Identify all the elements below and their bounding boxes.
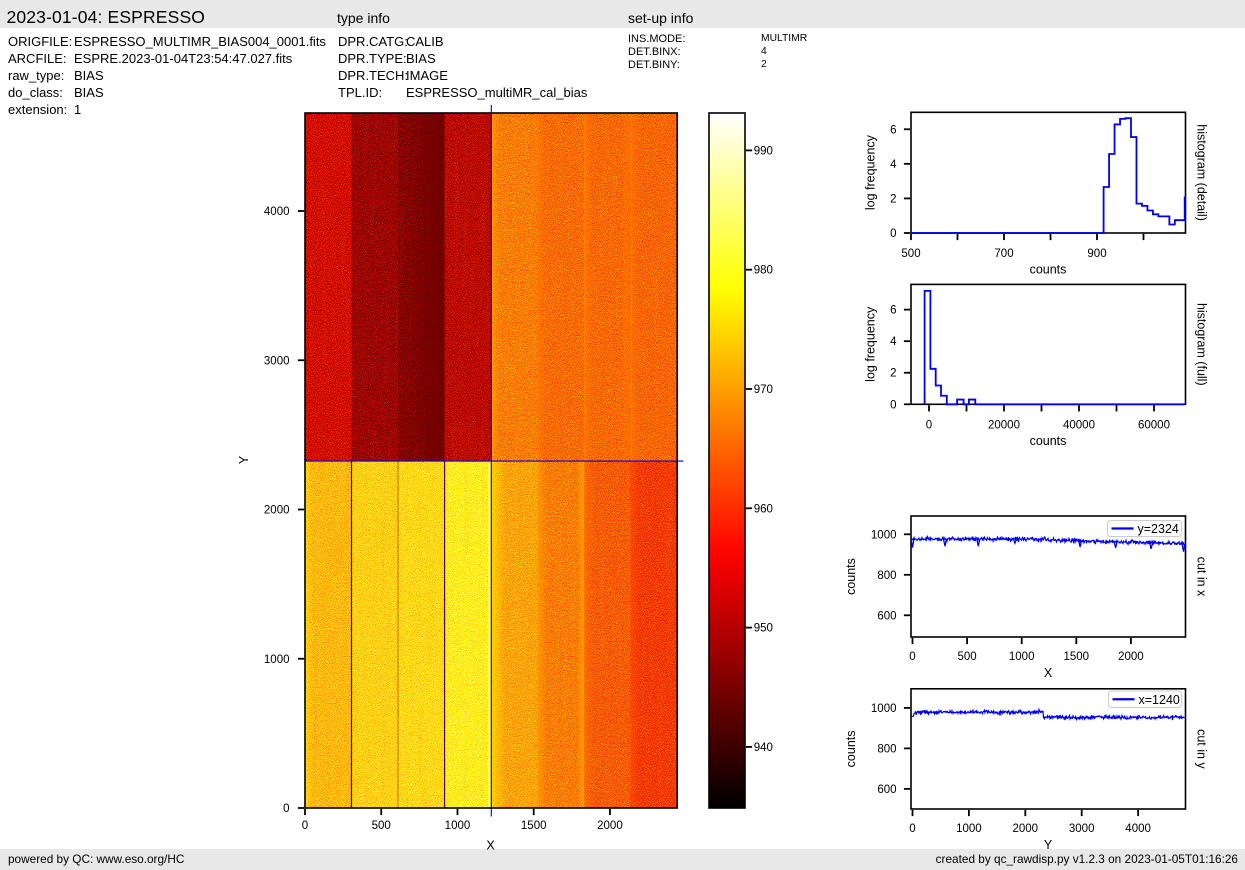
svg-text:1500: 1500 xyxy=(521,820,547,832)
svg-text:2000: 2000 xyxy=(1013,823,1039,835)
svg-text:histogram (detail): histogram (detail) xyxy=(1195,124,1209,221)
svg-text:600: 600 xyxy=(877,784,896,796)
svg-text:60000: 60000 xyxy=(1138,420,1170,432)
svg-text:900: 900 xyxy=(1087,248,1106,260)
svg-text:2000: 2000 xyxy=(597,820,623,832)
svg-text:1000: 1000 xyxy=(871,703,897,715)
svg-text:X: X xyxy=(1044,666,1053,680)
svg-text:4000: 4000 xyxy=(264,206,290,218)
svg-text:counts: counts xyxy=(1030,263,1067,277)
svg-text:1000: 1000 xyxy=(264,654,290,666)
svg-text:y=2324: y=2324 xyxy=(1138,522,1179,536)
svg-text:500: 500 xyxy=(958,651,977,663)
svg-text:0: 0 xyxy=(283,803,289,815)
svg-text:4000: 4000 xyxy=(1125,823,1151,835)
svg-text:0: 0 xyxy=(302,820,308,832)
svg-text:2: 2 xyxy=(890,193,896,205)
svg-text:1000: 1000 xyxy=(1009,651,1035,663)
svg-text:3000: 3000 xyxy=(264,355,290,367)
svg-text:20000: 20000 xyxy=(988,420,1020,432)
svg-text:6: 6 xyxy=(890,305,896,317)
svg-text:log frequency: log frequency xyxy=(864,306,878,382)
svg-text:cut in x: cut in x xyxy=(1195,557,1209,597)
svg-text:x=1240: x=1240 xyxy=(1139,693,1180,707)
svg-text:6: 6 xyxy=(890,124,896,136)
svg-text:0: 0 xyxy=(890,228,896,240)
svg-text:4: 4 xyxy=(890,159,897,171)
svg-text:4: 4 xyxy=(890,336,897,348)
svg-text:0: 0 xyxy=(926,420,932,432)
svg-text:1000: 1000 xyxy=(445,820,471,832)
svg-text:2000: 2000 xyxy=(264,505,290,517)
svg-text:940: 940 xyxy=(754,742,773,754)
svg-text:cut in y: cut in y xyxy=(1195,729,1209,769)
svg-text:700: 700 xyxy=(994,248,1013,260)
svg-text:Y: Y xyxy=(237,455,251,464)
svg-text:800: 800 xyxy=(877,743,896,755)
svg-text:0: 0 xyxy=(909,823,915,835)
svg-text:40000: 40000 xyxy=(1063,420,1095,432)
svg-text:1000: 1000 xyxy=(871,529,897,541)
svg-text:950: 950 xyxy=(754,623,773,635)
svg-text:counts: counts xyxy=(1030,434,1067,448)
svg-text:counts: counts xyxy=(844,558,858,595)
svg-text:970: 970 xyxy=(754,384,773,396)
svg-text:960: 960 xyxy=(754,503,773,515)
svg-text:600: 600 xyxy=(877,610,896,622)
svg-text:800: 800 xyxy=(877,570,896,582)
svg-text:log frequency: log frequency xyxy=(864,134,878,210)
svg-text:3000: 3000 xyxy=(1069,823,1095,835)
svg-text:X: X xyxy=(486,839,495,853)
svg-text:1000: 1000 xyxy=(956,823,982,835)
svg-text:counts: counts xyxy=(844,730,858,767)
svg-text:0: 0 xyxy=(890,399,896,411)
svg-text:990: 990 xyxy=(754,145,773,157)
svg-text:1500: 1500 xyxy=(1064,651,1090,663)
svg-text:histogram (full): histogram (full) xyxy=(1195,303,1209,386)
svg-text:2000: 2000 xyxy=(1118,651,1144,663)
svg-text:980: 980 xyxy=(754,265,773,277)
svg-text:2: 2 xyxy=(890,368,896,380)
svg-text:Y: Y xyxy=(1044,838,1053,852)
svg-text:0: 0 xyxy=(909,651,915,663)
svg-text:500: 500 xyxy=(901,248,920,260)
svg-text:500: 500 xyxy=(372,820,391,832)
